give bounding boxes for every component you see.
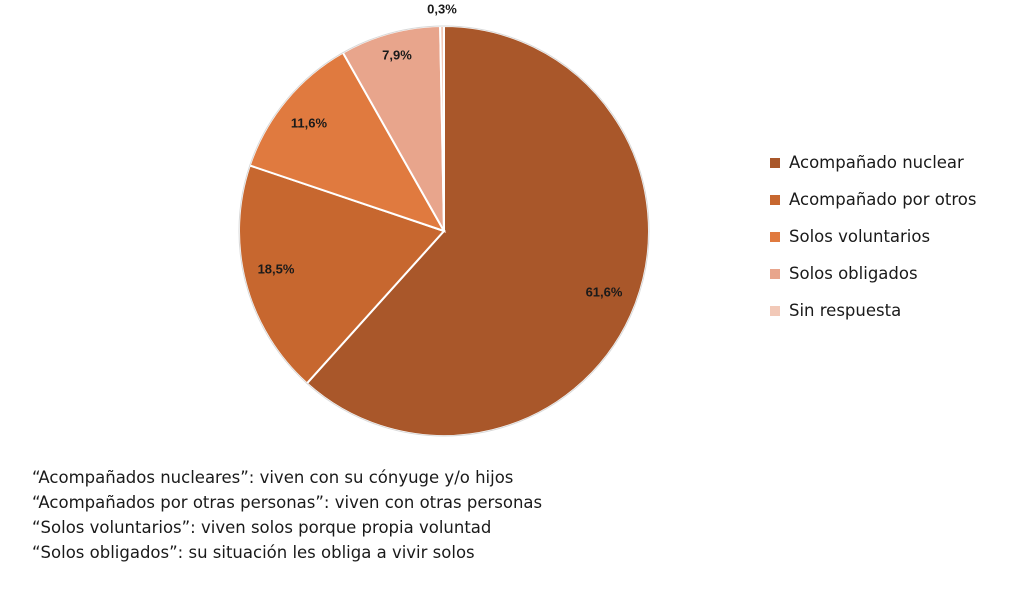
legend-item-solos-obligados: Solos obligados [770,255,976,292]
note-solos-voluntarios: “Solos voluntarios”: viven solos porque … [32,518,492,537]
data-label-acompanado-por-otros: 18,5% [258,261,295,276]
legend-item-solos-voluntarios: Solos voluntarios [770,218,976,255]
legend-item-acompanado-por-otros: Acompañado por otros [770,181,976,218]
data-label-solos-obligados: 7,9% [382,47,412,62]
legend-label: Acompañado por otros [789,190,977,209]
data-label-solos-voluntarios: 11,6% [291,115,328,130]
legend-swatch [770,231,780,242]
data-label-acompanado-nuclear: 61,6% [586,284,623,299]
legend-label: Solos obligados [789,264,918,283]
legend-swatch [770,157,780,168]
pie-slices [238,24,650,437]
legend-label: Sin respuesta [789,301,902,320]
legend-item-sin-respuesta: Sin respuesta [770,292,976,329]
note-acompanados-nucleares: “Acompañados nucleares”: viven con su có… [32,468,514,487]
data-label-sin-respuesta: 0,3% [427,1,457,16]
legend-item-acompanado-nuclear: Acompañado nuclear [770,144,976,181]
definitions-notes: “Acompañados nucleares”: viven con su có… [32,465,542,565]
pie-value-labels: 61,6% 18,5% 11,6% 7,9% 0,3% [258,1,623,299]
legend-swatch [770,268,780,279]
pie-outline [238,25,650,437]
note-solos-obligados: “Solos obligados”: su situación les obli… [32,543,475,562]
legend: Acompañado nuclear Acompañado por otros … [770,144,976,329]
legend-swatch [770,305,780,316]
note-acompanados-por-otras-personas: “Acompañados por otras personas”: viven … [32,493,543,512]
legend-label: Solos voluntarios [789,227,931,246]
legend-swatch [770,194,780,205]
legend-label: Acompañado nuclear [789,153,964,172]
